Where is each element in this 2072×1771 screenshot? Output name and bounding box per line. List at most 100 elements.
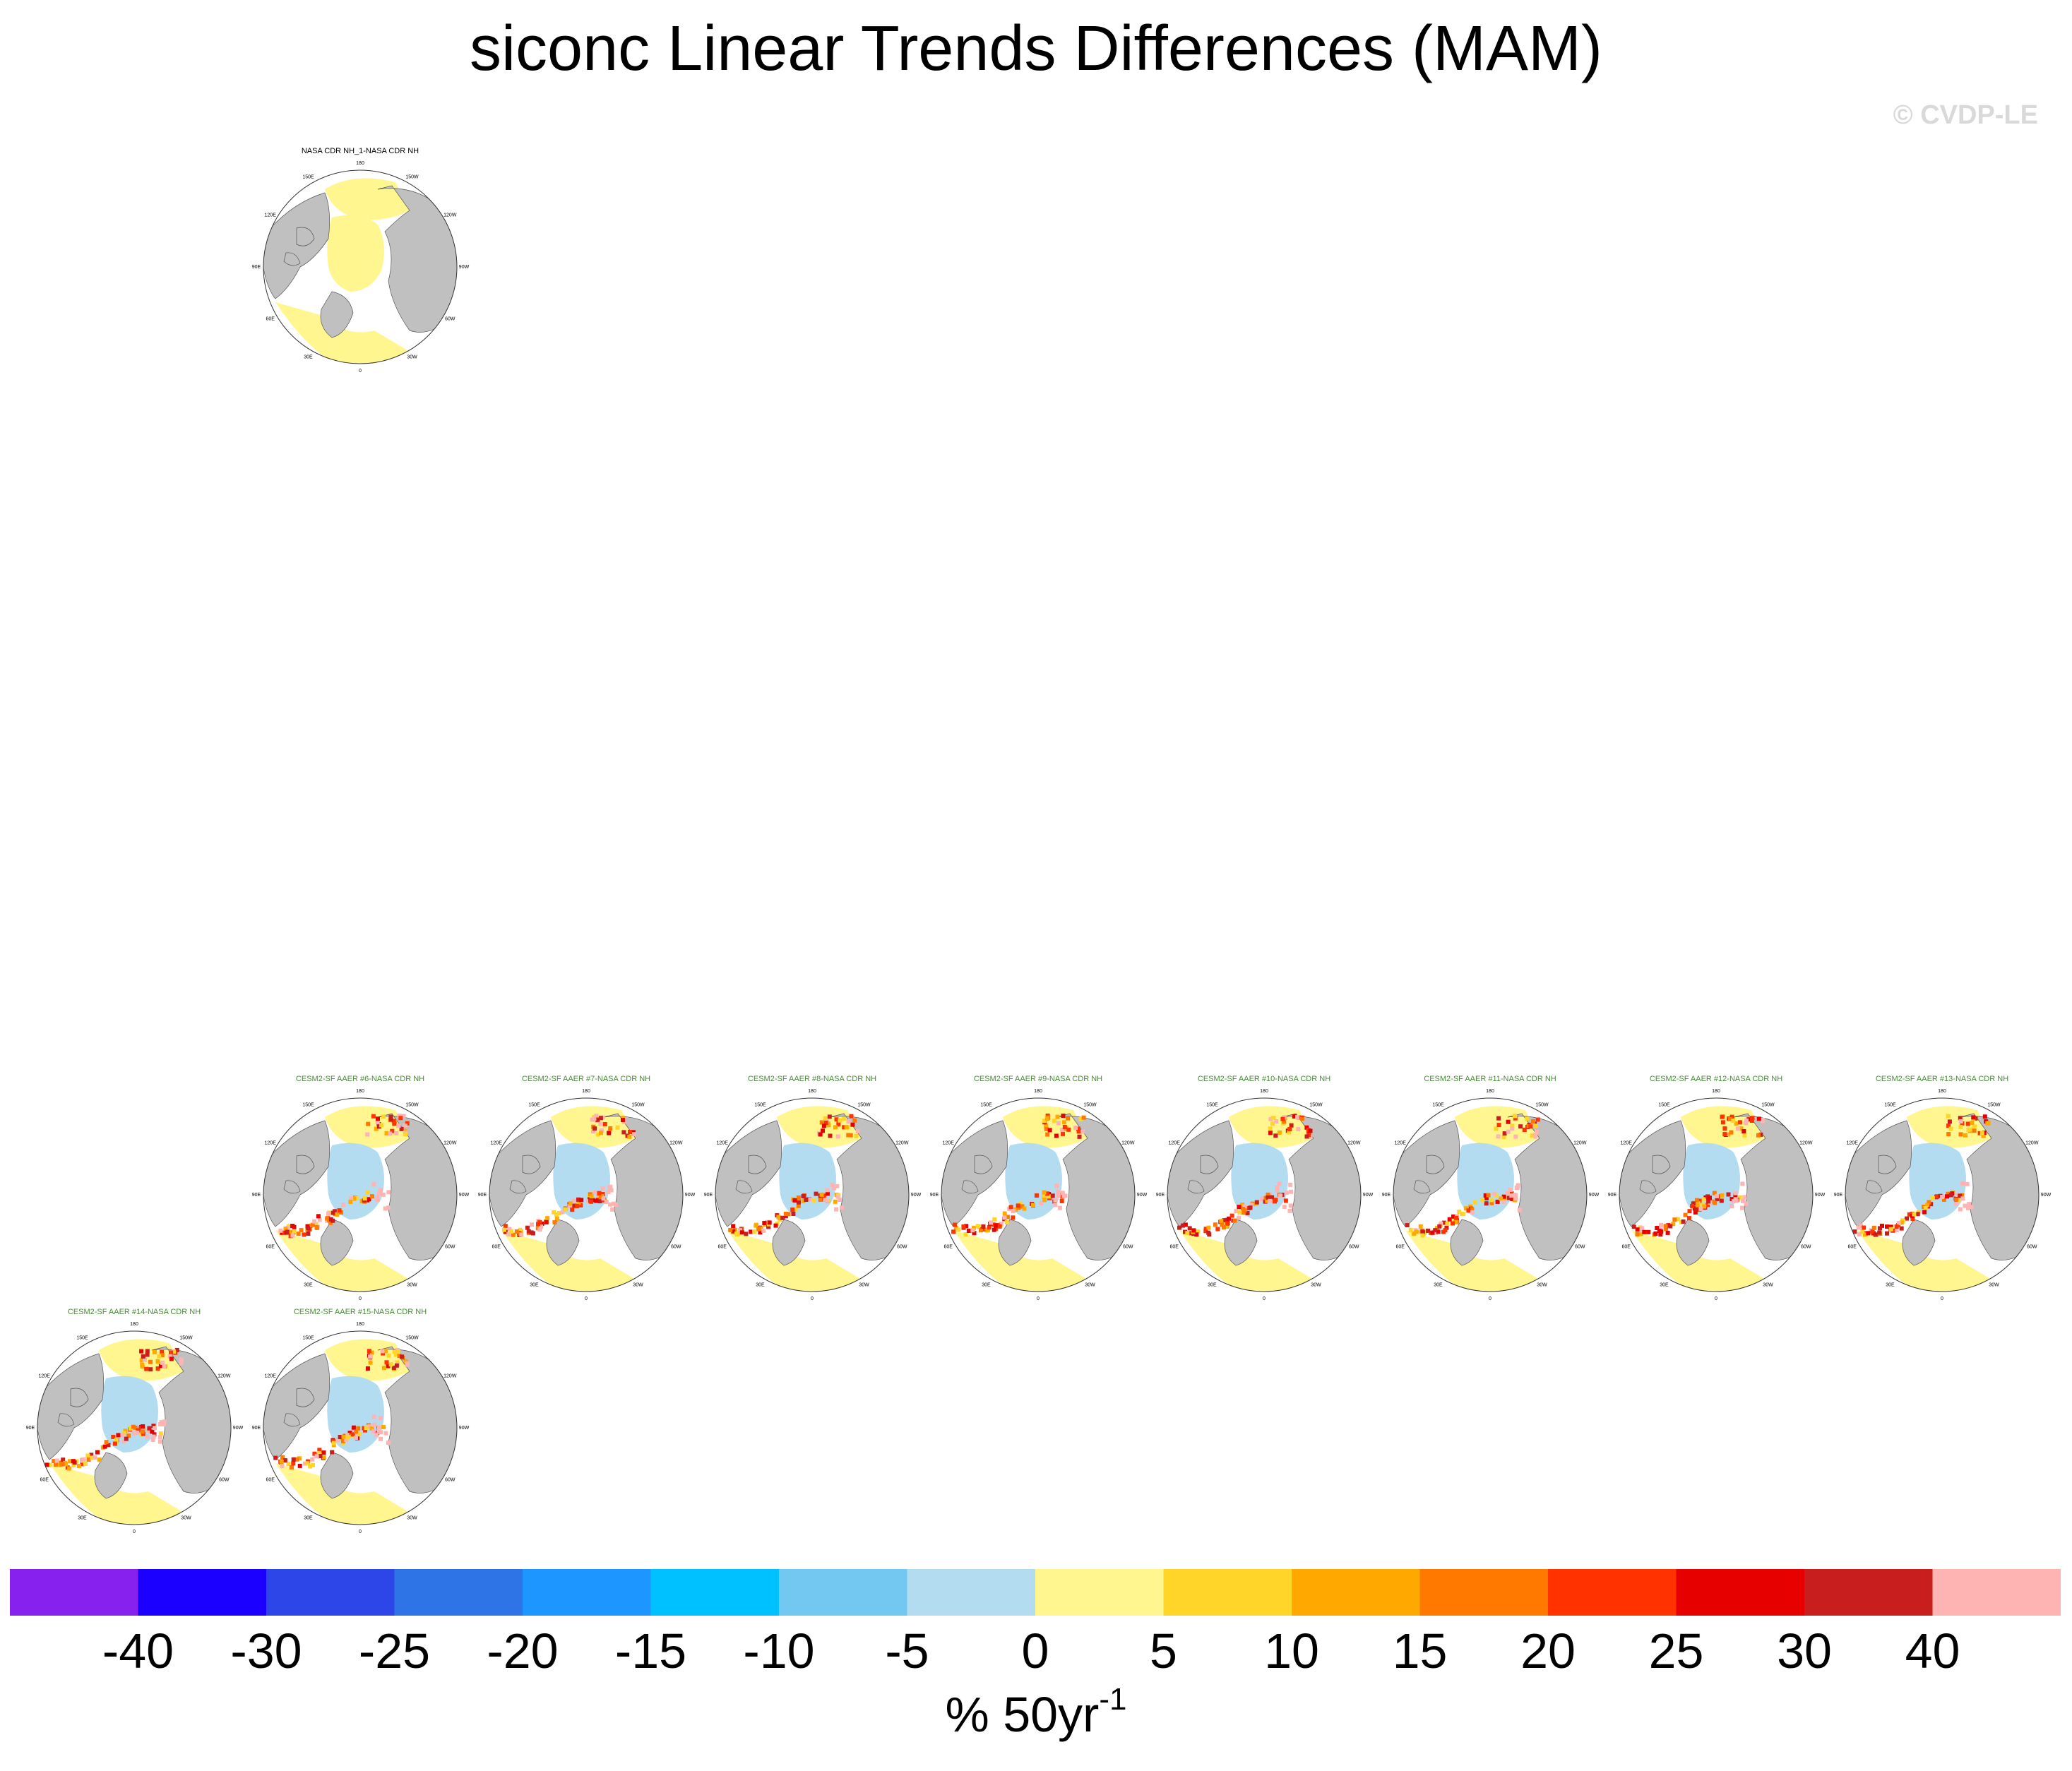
trend-pixel [556, 1210, 561, 1215]
north-america-landmass [263, 1353, 331, 1460]
trend-pixel [308, 1464, 313, 1469]
trend-pixel [1066, 1116, 1070, 1121]
north-america-landmass [1393, 1120, 1460, 1227]
trend-pixel [1042, 1193, 1047, 1198]
trend-pixel [388, 1362, 393, 1367]
north-america-landmass [1167, 1120, 1234, 1227]
trend-pixel [365, 1132, 370, 1137]
trend-pixel [598, 1195, 603, 1200]
trend-pixel [279, 1459, 284, 1464]
longitude-label: 120W [1121, 1141, 1135, 1146]
trend-pixel [296, 1232, 301, 1236]
greenland-landmass [320, 291, 354, 338]
trend-pixel [403, 1132, 408, 1137]
trend-pixel [380, 1349, 385, 1354]
colorbar-swatch [1932, 1569, 2061, 1616]
trend-pixel [169, 1350, 173, 1355]
trend-pixel [1873, 1232, 1878, 1237]
trend-pixel [1206, 1230, 1211, 1235]
atlantic-trend-region [501, 1230, 636, 1292]
trend-pixel [131, 1424, 136, 1429]
trend-pixel [842, 1125, 847, 1130]
trend-pixel [83, 1462, 88, 1466]
map-panel: CESM2-SF AAER #11-NASA CDR NH 180 150E 120E… [1377, 1075, 1603, 1315]
trend-pixel [371, 1429, 376, 1434]
trend-pixel [1062, 1120, 1066, 1125]
colorbar-swatch [907, 1569, 1036, 1616]
trend-pixel [1433, 1228, 1438, 1233]
trend-pixel [306, 1226, 311, 1231]
longitude-label: 30W [1085, 1282, 1095, 1287]
longitude-label: 60W [2027, 1245, 2037, 1250]
greenland-landmass [320, 1452, 354, 1499]
longitude-label: 30E [530, 1282, 539, 1287]
greenland-landmass [1902, 1219, 1936, 1266]
panel-title: CESM2-SF AAER #14-NASA CDR NH [67, 1308, 201, 1316]
trend-pixel [1066, 1127, 1071, 1132]
trend-pixel [179, 1361, 184, 1366]
trend-pixel [508, 1229, 513, 1234]
trend-pixel [1266, 1192, 1270, 1197]
trend-pixel [297, 1463, 302, 1468]
trend-pixel [1013, 1208, 1018, 1212]
trend-pixel [600, 1186, 605, 1191]
longitude-label: 120E [1621, 1141, 1633, 1146]
trend-pixel [1510, 1196, 1515, 1201]
trend-pixel [162, 1364, 167, 1368]
longitude-label: 60E [1621, 1245, 1631, 1250]
trend-pixel [970, 1228, 975, 1233]
trend-pixel [1420, 1233, 1425, 1238]
trend-pixel [299, 1228, 304, 1233]
trend-pixel [1011, 1209, 1016, 1214]
trend-pixel [1002, 1215, 1007, 1220]
longitude-label: 150E [1206, 1103, 1218, 1108]
trend-pixel [1059, 1199, 1064, 1203]
trend-pixel [111, 1434, 116, 1439]
trend-pixel [372, 1422, 377, 1427]
trend-pixel [1897, 1221, 1901, 1226]
trend-pixel [1451, 1221, 1455, 1226]
greenland-landmass [546, 1219, 580, 1266]
longitude-label: 60W [1123, 1245, 1133, 1250]
trend-pixel [1018, 1201, 1023, 1206]
longitude-label: 150W [631, 1103, 645, 1108]
trend-pixel [1304, 1125, 1309, 1130]
trend-pixel [64, 1462, 69, 1467]
trend-pixel [369, 1350, 374, 1355]
longitude-label: 30W [407, 1282, 417, 1287]
trend-pixel [610, 1207, 615, 1212]
trend-pixel [1056, 1121, 1061, 1126]
trend-pixel [1894, 1228, 1899, 1232]
colorbar-tick-label: 5 [1150, 1623, 1177, 1678]
trend-pixel [756, 1227, 761, 1232]
trend-pixel [1193, 1230, 1198, 1235]
colorbar-tick-label: 30 [1777, 1623, 1832, 1678]
trend-pixel [365, 1198, 370, 1203]
trend-pixel [1454, 1215, 1459, 1220]
trend-pixel [598, 1116, 603, 1121]
map-panel: CESM2-SF AAER #13-NASA CDR NH 180 150E 120E… [1829, 1075, 2055, 1315]
trend-pixel [335, 1438, 340, 1443]
trend-pixel [956, 1227, 961, 1232]
trend-pixel [1181, 1223, 1186, 1228]
longitude-label: 30E [304, 354, 313, 359]
trend-pixel [157, 1439, 162, 1444]
longitude-label: 90W [459, 1426, 470, 1431]
trend-pixel [1466, 1208, 1471, 1213]
trend-pixel [525, 1225, 530, 1230]
trend-pixel [1986, 1121, 1991, 1126]
trend-pixel [819, 1192, 824, 1197]
trend-pixel [1470, 1210, 1475, 1215]
trend-pixel [286, 1462, 291, 1467]
trend-pixel [1744, 1121, 1749, 1126]
trend-pixel [1966, 1127, 1971, 1132]
trend-pixel [1742, 1133, 1747, 1138]
trend-pixel [381, 1114, 386, 1119]
trend-pixel [848, 1133, 853, 1138]
trend-pixel [1266, 1195, 1270, 1200]
trend-pixel [1225, 1224, 1229, 1229]
trend-pixel [951, 1229, 956, 1234]
trend-pixel [391, 1365, 396, 1370]
trend-pixel [405, 1121, 410, 1126]
longitude-label: 150E [528, 1103, 540, 1108]
